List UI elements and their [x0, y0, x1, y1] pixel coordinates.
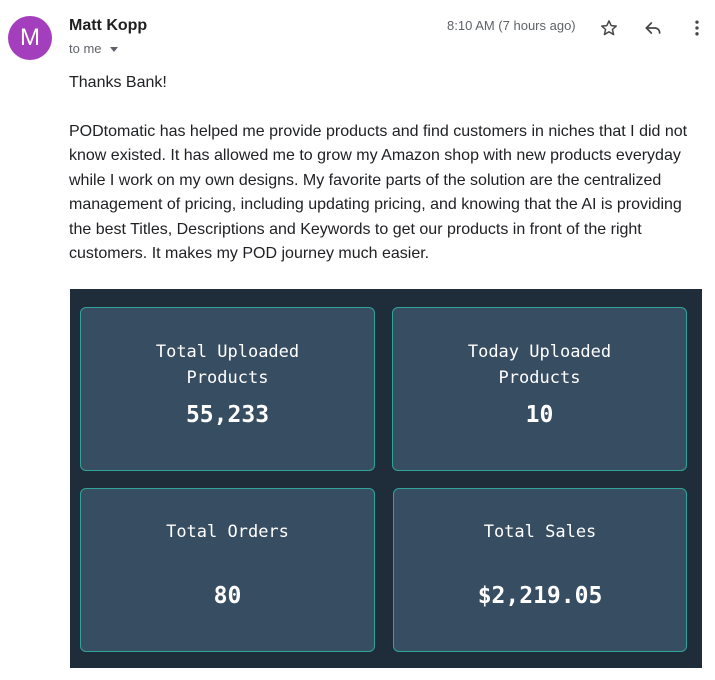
- recipient-label: to me: [69, 41, 102, 56]
- today-uploaded-products-card: Today Uploaded Products 10: [392, 307, 687, 471]
- more-options-button[interactable]: [685, 16, 709, 40]
- reply-button[interactable]: [641, 16, 665, 40]
- email-timestamp: 8:10 AM (7 hours ago): [447, 18, 576, 33]
- chevron-down-icon: [109, 46, 118, 52]
- avatar-letter: M: [20, 24, 40, 51]
- reply-icon: [645, 22, 661, 34]
- recipient-details-toggle[interactable]: to me: [69, 41, 118, 56]
- card-value: 10: [525, 402, 554, 428]
- card-value: $2,219.05: [477, 583, 603, 609]
- star-icon: [601, 20, 617, 36]
- more-vert-icon: [695, 20, 699, 36]
- total-uploaded-products-card: Total Uploaded Products 55,233: [80, 307, 375, 471]
- stats-dashboard-image: Total Uploaded Products 55,233 Today Upl…: [70, 289, 702, 668]
- email-greeting: Thanks Bank!: [69, 74, 167, 91]
- email-paragraph: PODtomatic has helped me provide product…: [69, 122, 688, 263]
- card-label: Total Orders: [166, 522, 289, 542]
- sender-name[interactable]: Matt Kopp: [69, 17, 148, 34]
- card-label: Today Uploaded Products: [467, 342, 612, 388]
- card-label: Total Sales: [483, 522, 597, 542]
- sender-avatar[interactable]: M: [8, 16, 52, 60]
- email-body: Thanks Bank! PODtomatic has helped me pr…: [69, 71, 704, 267]
- card-value: 80: [213, 583, 242, 609]
- card-label: Total Uploaded Products: [155, 342, 300, 388]
- card-value: 55,233: [185, 402, 270, 428]
- total-sales-card: Total Sales $2,219.05: [393, 488, 687, 652]
- total-orders-card: Total Orders 80: [80, 488, 375, 652]
- star-button[interactable]: [597, 16, 621, 40]
